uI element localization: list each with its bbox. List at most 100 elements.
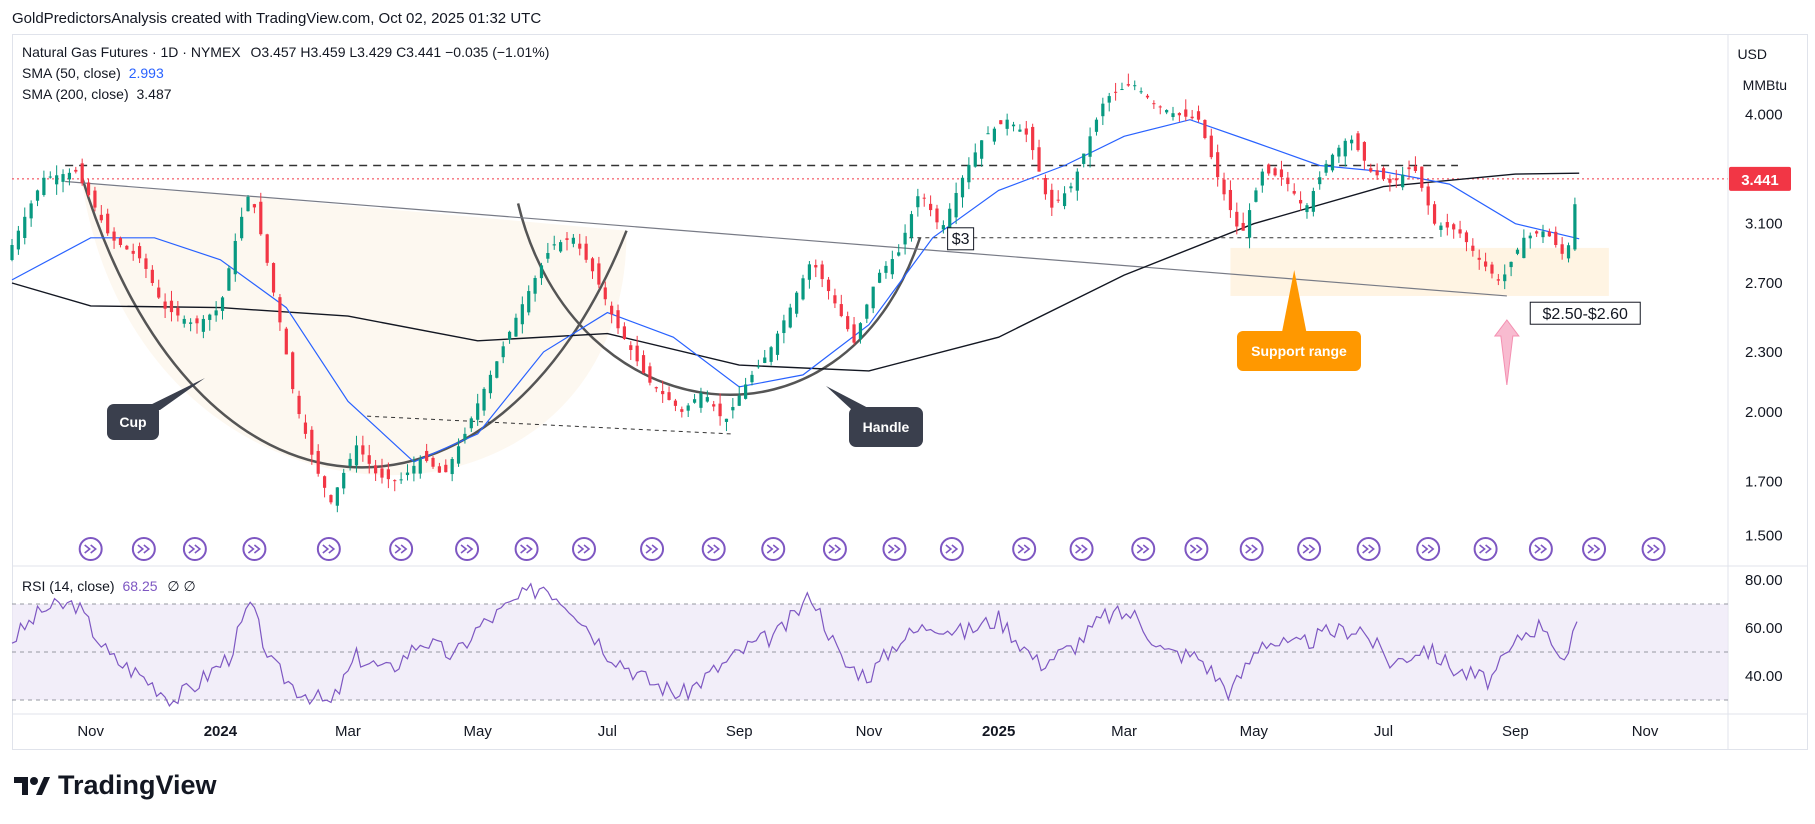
legend-sma200-label: SMA (200, close): [22, 86, 129, 102]
event-marker-icon[interactable]: [1582, 537, 1607, 561]
candle-body: [1005, 119, 1009, 129]
currency-label[interactable]: USD: [1737, 46, 1767, 62]
candle-body: [1483, 261, 1488, 267]
candle-body: [482, 388, 486, 411]
legend-sma50-line[interactable]: SMA (50, close) 2.993: [22, 65, 164, 81]
candle-body: [1011, 124, 1016, 127]
tradingview-brand[interactable]: TradingView: [14, 770, 217, 801]
event-marker-icon[interactable]: [455, 537, 480, 561]
event-marker-icon[interactable]: [1131, 537, 1156, 561]
event-marker-icon[interactable]: [1641, 537, 1666, 561]
handle-callout-pointer: [826, 386, 872, 410]
candle-body: [437, 466, 442, 473]
candle-body: [1464, 232, 1469, 243]
candle-body: [1152, 103, 1156, 105]
candle-body: [686, 405, 690, 411]
rsi-legend[interactable]: RSI (14, close) 68.25 ∅ ∅: [22, 578, 196, 595]
event-marker-icon[interactable]: [1239, 537, 1264, 561]
event-marker-icon[interactable]: [1297, 537, 1322, 561]
event-marker-icon[interactable]: [514, 537, 539, 561]
event-marker-icon[interactable]: [1012, 537, 1037, 561]
candle-body: [1254, 190, 1258, 202]
candle-body: [233, 240, 237, 275]
candle-body: [775, 333, 780, 355]
candle-body: [157, 287, 161, 298]
candle-body: [986, 133, 990, 135]
cup-callout: Cup: [107, 378, 205, 440]
candle-body: [1069, 186, 1073, 189]
time-tick-label: Nov: [856, 723, 883, 740]
event-marker-icon[interactable]: [389, 537, 414, 561]
candle-body: [380, 468, 384, 478]
cup-callout-text: Cup: [119, 414, 146, 430]
candle-body: [1247, 210, 1252, 238]
candle-body: [252, 204, 257, 208]
event-marker-chevrons: [137, 544, 151, 554]
candle-body: [1375, 170, 1379, 176]
candle-body: [74, 169, 78, 172]
event-marker-icon[interactable]: [1356, 537, 1381, 561]
event-marker-icon[interactable]: [316, 537, 341, 561]
candle-body: [169, 300, 174, 313]
event-marker-icon[interactable]: [242, 537, 267, 561]
event-marker-icon[interactable]: [701, 537, 726, 561]
event-marker-chevrons: [1017, 544, 1031, 554]
event-marker-icon[interactable]: [640, 537, 665, 561]
event-marker-icon[interactable]: [939, 537, 964, 561]
time-tick-label: 2024: [204, 723, 238, 740]
price-tick-label: 3.100: [1745, 216, 1783, 233]
event-marker-chevrons: [828, 544, 842, 554]
event-marker-icon[interactable]: [882, 537, 907, 561]
event-marker-icon[interactable]: [78, 537, 103, 561]
event-marker-icon[interactable]: [131, 537, 156, 561]
candle-body: [648, 366, 652, 383]
price-tick-label: 1.700: [1745, 474, 1783, 491]
candle-body: [960, 177, 965, 198]
candle-body: [335, 487, 339, 506]
event-marker-icon[interactable]: [572, 537, 596, 561]
candle-body: [488, 374, 493, 394]
event-marker-icon[interactable]: [761, 537, 786, 561]
candle-body: [635, 345, 639, 362]
candle-body: [284, 328, 288, 355]
candle-body: [1126, 84, 1130, 86]
event-marker-icon[interactable]: [822, 537, 847, 561]
candle-body: [680, 409, 684, 412]
candle-body: [1490, 264, 1494, 274]
event-marker-icon[interactable]: [1069, 537, 1094, 561]
candle-body: [48, 176, 52, 178]
rsi-legend-extra: ∅ ∅: [167, 578, 196, 594]
cup-callout-box: [107, 404, 159, 440]
candle-body: [1133, 85, 1137, 87]
candle-body: [1235, 211, 1239, 227]
rsi-tick-label: 60.00: [1745, 620, 1783, 637]
support-callout-box: [1237, 331, 1361, 371]
legend-sma200-line[interactable]: SMA (200, close) 3.487: [22, 86, 172, 102]
event-marker-icon[interactable]: [182, 537, 207, 561]
candle-body: [1528, 235, 1532, 239]
handle-callout: Handle: [826, 386, 923, 447]
event-marker-chevrons: [322, 544, 336, 554]
candle-body: [201, 318, 205, 332]
candle-body: [393, 480, 397, 482]
support-range-callout: Support range: [1237, 270, 1361, 371]
candle-body: [150, 269, 154, 284]
event-marker-chevrons: [394, 544, 408, 554]
candle-body: [597, 263, 601, 285]
unit-label[interactable]: MMBtu: [1742, 77, 1787, 93]
last-price-badge: [1729, 166, 1791, 191]
event-marker-icon[interactable]: [1528, 537, 1553, 561]
candle-body: [1267, 164, 1271, 174]
candle-body: [1420, 166, 1424, 188]
chart-frame[interactable]: [12, 34, 1808, 750]
header-attribution: GoldPredictorsAnalysis created with Trad…: [12, 10, 542, 27]
event-marker-icon[interactable]: [1416, 537, 1441, 561]
event-marker-icon[interactable]: [1473, 537, 1498, 561]
event-marker-chevrons: [1479, 544, 1492, 554]
candle-body: [399, 479, 403, 481]
event-marker-chevrons: [1362, 544, 1375, 554]
event-marker-icon[interactable]: [1184, 537, 1209, 561]
candle-body: [1190, 116, 1194, 119]
candle-body: [1139, 91, 1143, 93]
